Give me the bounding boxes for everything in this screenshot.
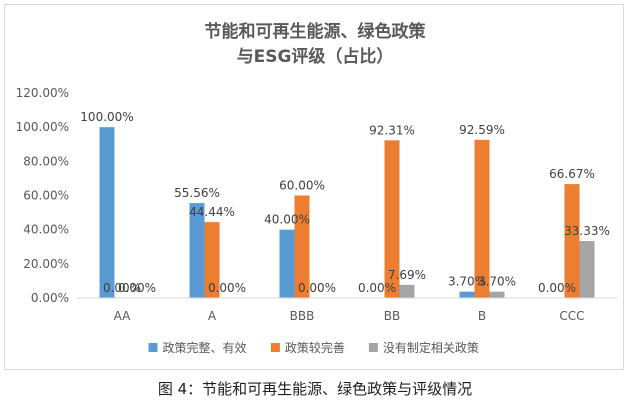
y-tick-label: 80.00% xyxy=(23,154,69,168)
bar-BBB-1 xyxy=(294,195,310,298)
y-tick-label: 20.00% xyxy=(23,257,69,271)
data-label-A-1: 44.44% xyxy=(189,205,235,219)
data-label-BBB-1: 60.00% xyxy=(279,179,325,193)
y-tick-label: 60.00% xyxy=(23,189,69,203)
data-label-B-1: 92.59% xyxy=(459,123,505,137)
data-label-BB-1: 92.31% xyxy=(369,123,415,137)
bar-B-1 xyxy=(474,139,490,298)
legend-label-0: 政策完整、有效 xyxy=(163,340,247,355)
legend-swatch-1 xyxy=(270,343,280,352)
chart-frame: 节能和可再生能源、绿色政策 与ESG评级（占比） 0.00% 20.00% 40.0… xyxy=(4,4,624,370)
data-labels: 100.00%0.00%0.00%55.56%44.44%0.00%40.00%… xyxy=(80,110,610,295)
data-label-BB-2: 7.69% xyxy=(388,268,426,282)
chart-title-line-2: 与ESG评级（占比） xyxy=(237,46,394,67)
data-label-CCC-2: 33.33% xyxy=(564,224,610,238)
x-tick-label: CCC xyxy=(559,309,584,323)
legend: 政策完整、有效 政策较完善 没有制定相关政策 xyxy=(148,340,479,355)
data-label-B-2: 3.70% xyxy=(478,275,516,289)
data-label-AA-2: 0.00% xyxy=(118,281,156,295)
data-label-A-0: 55.56% xyxy=(174,186,220,200)
data-label-BBB-2: 0.00% xyxy=(298,281,336,295)
bar-A-0 xyxy=(189,203,205,298)
bar-B-2 xyxy=(489,291,505,298)
x-axis-labels: AA A BBB BB B CCC xyxy=(114,309,585,323)
bar-BBB-0 xyxy=(279,229,295,298)
data-label-CCC-0: 0.00% xyxy=(538,281,576,295)
figure-caption: 图 4：节能和可再生能源、绿色政策与评级情况 xyxy=(157,380,473,398)
y-axis-labels: 0.00% 20.00% 40.00% 60.00% 80.00% 100.00% 120.… xyxy=(16,86,69,305)
x-tick-label: BB xyxy=(384,309,400,323)
data-label-AA-0: 100.00% xyxy=(80,110,133,124)
x-tick-label: BBB xyxy=(290,309,315,323)
y-tick-label: 0.00% xyxy=(31,291,69,305)
bar-AA-0 xyxy=(99,127,115,299)
y-tick-label: 40.00% xyxy=(23,223,69,237)
bars xyxy=(99,127,595,299)
bar-CCC-2 xyxy=(579,241,595,298)
legend-label-2: 没有制定相关政策 xyxy=(383,340,479,355)
y-tick-label: 100.00% xyxy=(16,120,69,134)
y-tick-label: 120.00% xyxy=(16,86,69,100)
data-label-BB-0: 0.00% xyxy=(358,281,396,295)
legend-swatch-0 xyxy=(148,343,158,352)
data-label-AA-1: 0.00% xyxy=(103,281,141,295)
legend-swatch-2 xyxy=(368,343,378,352)
data-label-A-2: 0.00% xyxy=(208,281,246,295)
data-label-CCC-1: 66.67% xyxy=(549,167,595,181)
chart-title-line-1: 节能和可再生能源、绿色政策 xyxy=(205,21,427,42)
bar-BB-1 xyxy=(384,140,400,298)
x-tick-label: B xyxy=(478,309,486,323)
bar-B-0 xyxy=(459,291,475,298)
bar-BB-2 xyxy=(399,284,415,298)
x-tick-label: AA xyxy=(114,309,132,323)
legend-label-1: 政策较完善 xyxy=(285,340,345,355)
data-label-B-0: 3.70% xyxy=(448,275,486,289)
chart-svg: 节能和可再生能源、绿色政策 与ESG评级（占比） 0.00% 20.00% 40.0… xyxy=(16,21,617,355)
x-tick-label: A xyxy=(208,309,217,323)
data-label-BBB-0: 40.00% xyxy=(264,213,310,227)
bar-A-1 xyxy=(204,222,220,298)
bar-CCC-1 xyxy=(564,184,580,298)
